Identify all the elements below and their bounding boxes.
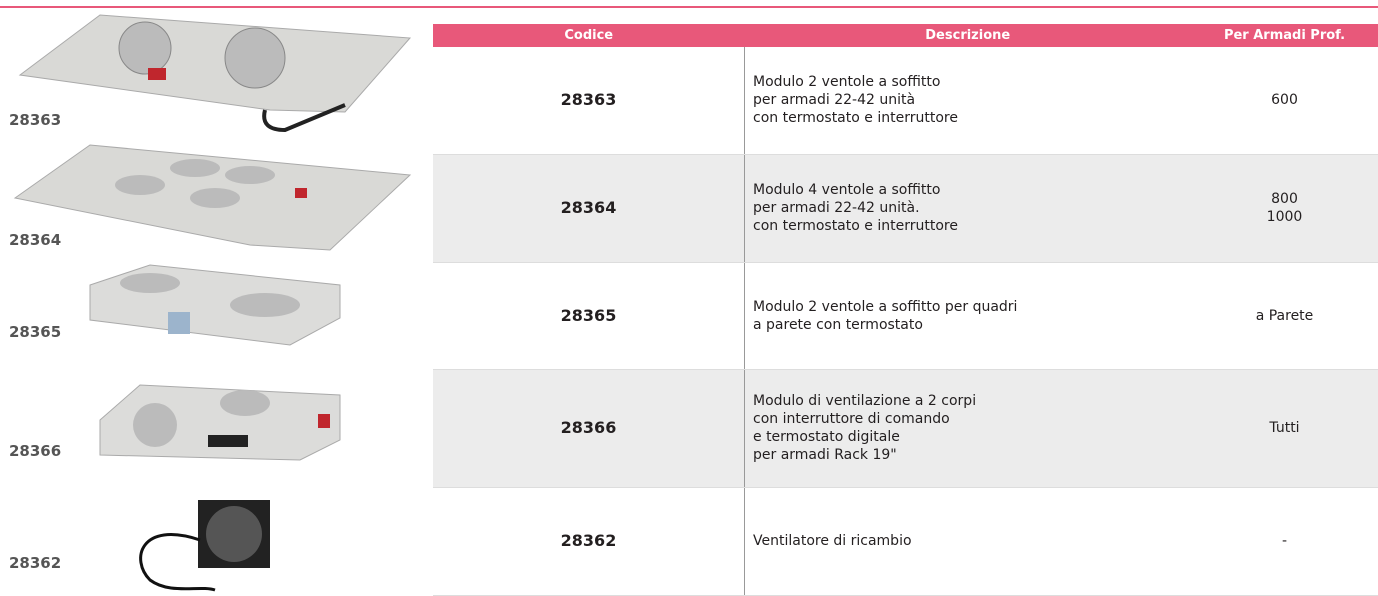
spare-fan-image	[139, 500, 270, 592]
description-line: Modulo 2 ventole a soffitto per quadri	[753, 298, 1018, 315]
description-line: Modulo 2 ventole a soffitto	[753, 74, 941, 91]
code-cell: 28364	[433, 154, 745, 263]
depth-line: a Parete	[1255, 307, 1314, 324]
description-cell: Modulo di ventilazione a 2 corpi con inte…	[744, 369, 1191, 488]
depth-cell: 800 1000	[1191, 154, 1378, 263]
header-cell: Descrizione	[744, 24, 1191, 47]
depth-cell: -	[1191, 487, 1378, 596]
table-row: 28365 Modulo 2 ventole a soffitto per qua…	[433, 262, 1378, 370]
description-line: e termostato digitale	[753, 429, 900, 445]
depth-line: 800	[1271, 191, 1298, 207]
description-line: con interruttore di comando	[753, 411, 950, 427]
description-line: con termostato e interruttore	[753, 218, 958, 234]
product-label: 28362	[9, 554, 62, 572]
description-line: Ventilatore di ricambio	[753, 533, 912, 549]
product-table: Codice Descrizione Per Armadi Prof. 28363 M…	[433, 24, 1378, 596]
description-line: a parete con termostato	[753, 316, 923, 333]
table-row: 28363 Modulo 2 ventole a soffitto per arma…	[433, 47, 1378, 155]
description-line: Modulo di ventilazione a 2 corpi	[753, 393, 977, 409]
depth-cell: 600	[1191, 47, 1378, 155]
description-line: Modulo 4 ventole a soffitto	[753, 182, 941, 198]
depth-line: 1000	[1266, 209, 1303, 225]
product-images	[13, 14, 412, 592]
description-line: per armadi 22-42 unità.	[753, 200, 920, 216]
fan-tray-image	[13, 144, 412, 251]
code-cell: 28362	[433, 487, 745, 596]
depth-line: -	[1281, 533, 1288, 549]
description-cell: Modulo 2 ventole a soffitto per armadi 22…	[744, 47, 1191, 155]
header-cell: Per Armadi Prof.	[1191, 24, 1378, 47]
product-label: 28364	[9, 231, 62, 249]
code-cell: 28363	[433, 47, 745, 155]
fan-tray-image	[89, 264, 341, 346]
table-row: 28364 Modulo 4 ventole a soffitto per arma…	[433, 154, 1378, 263]
product-label: 28363	[9, 111, 62, 129]
depth-cell: Tutti	[1191, 369, 1378, 488]
product-label: 28366	[9, 442, 62, 460]
header-cell: Codice	[433, 24, 745, 47]
depth-cell: a Parete	[1191, 262, 1378, 370]
depth-line: 600	[1271, 92, 1298, 109]
description-line: con termostato e interruttore	[753, 110, 958, 127]
depth-line: Tutti	[1269, 420, 1300, 436]
description-cell: Modulo 2 ventole a soffitto per quadri a …	[744, 262, 1191, 370]
product-label: 28365	[9, 323, 62, 341]
description-line: per armadi 22-42 unità	[753, 92, 916, 109]
description-cell: Ventilatore di ricambio	[744, 487, 1191, 596]
table-row: 28366 Modulo di ventilazione a 2 corpi con…	[433, 369, 1378, 488]
code-cell: 28365	[433, 262, 745, 370]
code-cell: 28366	[433, 369, 745, 488]
description-cell: Modulo 4 ventole a soffitto per armadi 22…	[744, 154, 1191, 263]
table-row: 28362 Ventilatore di ricambio -	[433, 487, 1378, 596]
header-row: Codice Descrizione Per Armadi Prof.	[433, 24, 1378, 47]
description-line: per armadi Rack 19"	[753, 447, 897, 463]
rack-fan-image	[99, 384, 341, 461]
top-rule	[0, 6, 1378, 8]
fan-tray-image	[18, 14, 412, 133]
